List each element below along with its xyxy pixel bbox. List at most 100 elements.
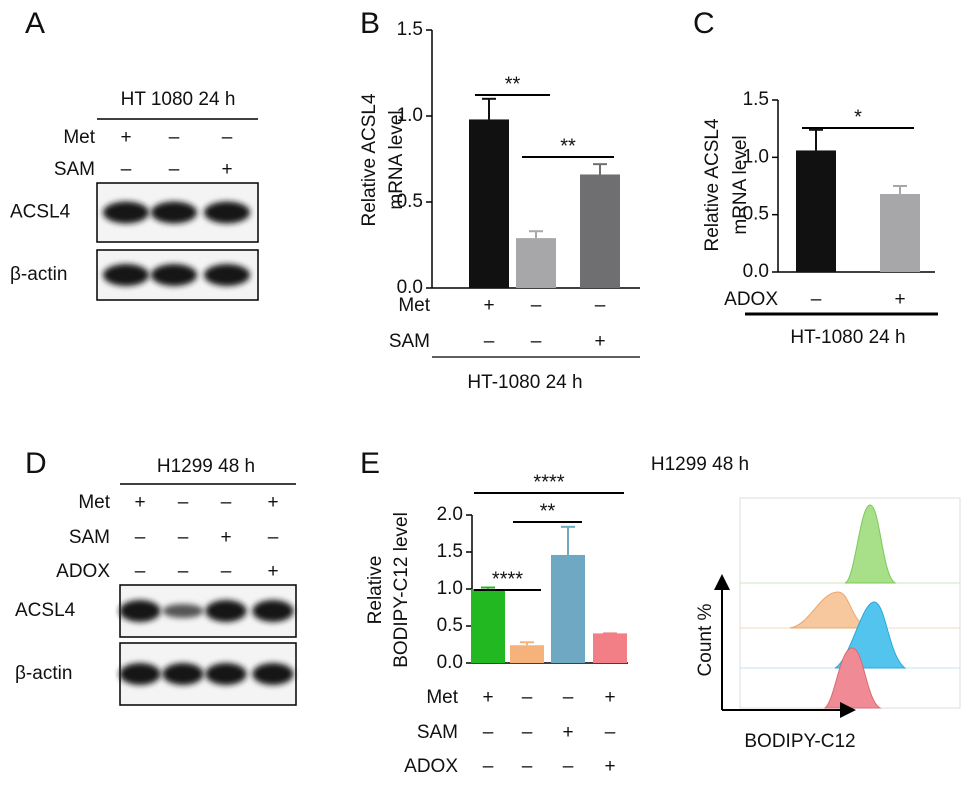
sign: +: [604, 756, 615, 777]
sign: –: [268, 527, 279, 548]
sign: –: [169, 127, 180, 148]
panel-label: E: [360, 447, 380, 480]
band: [119, 600, 161, 622]
band: [203, 201, 251, 224]
sign: +: [562, 722, 573, 743]
histogram-curve: [789, 591, 869, 629]
row-label: ADOX: [56, 561, 110, 582]
sign: –: [121, 159, 132, 180]
significance-label: **: [560, 135, 576, 157]
histogram-curve: [823, 647, 882, 709]
row-label: SAM: [417, 722, 458, 743]
bar: [510, 645, 544, 663]
y-axis-label: Count %: [695, 603, 716, 676]
x-axis-label: BODIPY-C12: [744, 731, 855, 752]
sign: –: [563, 756, 574, 777]
band-label: β-actin: [10, 264, 67, 285]
significance-label: *: [854, 106, 862, 128]
row-label: Met: [63, 127, 95, 148]
y-tick-label: 0.5: [397, 191, 423, 212]
bar: [471, 589, 505, 663]
y-tick-label: 1.5: [397, 19, 423, 40]
y-tick-label: 0.5: [743, 204, 769, 225]
y-tick-label: 1.5: [743, 89, 769, 110]
sign: –: [522, 687, 533, 708]
row-label: SAM: [389, 331, 430, 352]
row-label: Met: [78, 492, 110, 513]
band-label: β-actin: [15, 663, 72, 684]
sign: –: [178, 492, 189, 513]
sign: +: [267, 492, 278, 513]
sign: –: [222, 127, 233, 148]
y-tick-label: 0.0: [397, 277, 423, 298]
band-label: ACSL4: [10, 202, 71, 223]
bar: [880, 194, 920, 272]
row-label: Met: [398, 295, 430, 316]
sign: –: [483, 722, 494, 743]
y-axis-label: Relative ACSL4: [359, 93, 380, 227]
sign: –: [135, 527, 146, 548]
band: [102, 201, 150, 224]
sign: –: [178, 527, 189, 548]
sign: –: [522, 756, 533, 777]
bar: [593, 633, 627, 663]
y-tick-label: 2.0: [437, 504, 463, 525]
panel-label: A: [25, 7, 45, 40]
sign: –: [605, 722, 616, 743]
sign: –: [484, 331, 495, 352]
y-axis-label: mRNA level: [730, 135, 751, 234]
row-label: ADOX: [724, 289, 778, 310]
sign: +: [134, 492, 145, 513]
band: [203, 264, 251, 286]
sign: +: [482, 687, 493, 708]
sign: +: [894, 289, 905, 310]
sign: –: [531, 331, 542, 352]
row-label: SAM: [54, 159, 95, 180]
panel-label: B: [360, 7, 380, 40]
band: [205, 600, 247, 622]
band: [150, 201, 198, 224]
y-tick-label: 1.0: [743, 146, 769, 167]
blot-title: HT 1080 24 h: [121, 89, 236, 110]
band: [150, 264, 198, 286]
significance-label: **: [505, 73, 521, 95]
sign: –: [135, 561, 146, 582]
sign: –: [595, 295, 606, 316]
band: [162, 604, 204, 618]
arrow-head: [840, 702, 856, 718]
band: [205, 663, 247, 685]
flow-histogram: Count % BODIPY-C12: [695, 497, 961, 752]
sign: –: [563, 687, 574, 708]
significance-label: **: [540, 500, 556, 522]
panel-label: D: [25, 447, 47, 480]
sign: +: [120, 127, 131, 148]
row-label: Met: [426, 687, 458, 708]
sign: +: [594, 331, 605, 352]
y-axis-label: Relative ACSL4: [702, 118, 723, 252]
y-axis-label: Relative: [365, 556, 386, 625]
sign: –: [221, 561, 232, 582]
y-tick-label: 1.0: [397, 105, 423, 126]
band: [102, 264, 150, 286]
panel-title: H1299 48 h: [651, 454, 749, 475]
y-axis-label: BODIPY-C12 level: [391, 512, 412, 668]
sign: +: [221, 159, 232, 180]
sign: +: [604, 687, 615, 708]
significance-label: ****: [492, 568, 523, 590]
bar: [551, 554, 585, 663]
arrow-head: [714, 574, 730, 590]
band: [252, 663, 294, 685]
y-tick-label: 1.5: [437, 541, 463, 562]
band: [119, 663, 161, 685]
bar: [796, 150, 836, 272]
y-tick-label: 0.0: [437, 652, 463, 673]
sign: –: [811, 289, 822, 310]
sign: –: [169, 159, 180, 180]
y-tick-label: 0.0: [743, 261, 769, 282]
y-axis-label: mRNA level: [386, 110, 407, 209]
row-label: SAM: [69, 527, 110, 548]
footer-label: HT-1080 24 h: [467, 372, 582, 393]
sign: +: [267, 561, 278, 582]
row-label: ADOX: [404, 756, 458, 777]
